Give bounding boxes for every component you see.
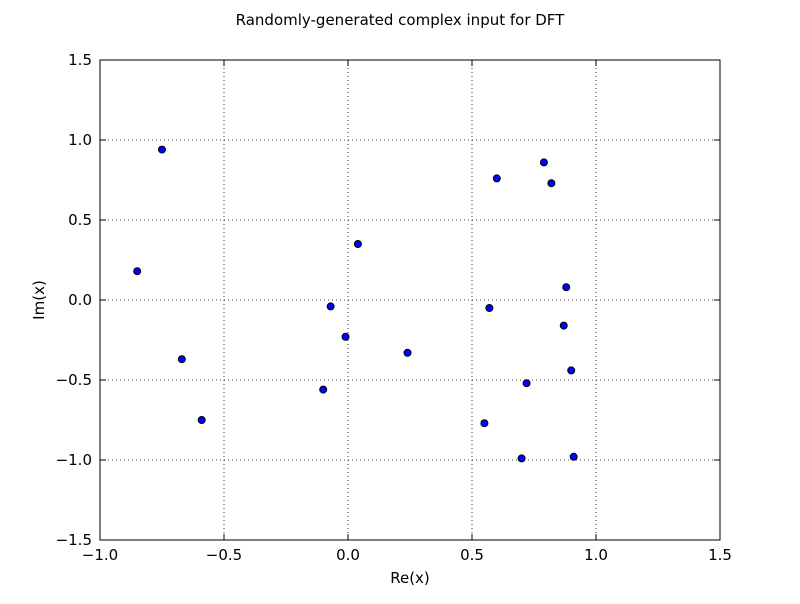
y-tick-label: 0.0 (68, 291, 92, 309)
chart-title: Randomly-generated complex input for DFT (236, 11, 566, 29)
data-point (539, 158, 548, 167)
data-point (559, 321, 568, 330)
data-points (133, 145, 578, 463)
grid (100, 60, 720, 540)
data-point (547, 179, 556, 188)
x-tick-label: 1.5 (708, 546, 732, 564)
data-point (485, 304, 494, 312)
x-tick-label: 1.0 (584, 546, 608, 564)
data-point (133, 267, 142, 276)
y-tick-label: 1.0 (68, 131, 92, 149)
y-tick-label: −1.5 (56, 531, 92, 549)
x-tick-label: −1.0 (82, 546, 118, 564)
data-point (319, 385, 328, 394)
y-tick-label: 0.5 (68, 211, 92, 229)
data-point (326, 302, 335, 311)
y-axis-label: Im(x) (30, 280, 48, 320)
y-tick-label: −1.0 (56, 451, 92, 469)
data-point (177, 355, 186, 364)
data-point (158, 145, 166, 154)
y-tick-label: −0.5 (56, 371, 92, 389)
data-point (522, 379, 531, 388)
data-point (567, 366, 576, 375)
x-tick-label: 0.5 (460, 546, 484, 564)
data-point (517, 454, 526, 463)
data-point (569, 452, 578, 461)
x-tick-label: −0.5 (206, 546, 242, 564)
x-axis-label: Re(x) (390, 569, 430, 587)
y-tick-label: 1.5 (68, 51, 92, 69)
data-point (403, 348, 412, 357)
x-axis-ticks: −1.0 −0.5 0.0 0.5 1.0 1.5 (82, 60, 732, 564)
x-tick-label: 0.0 (336, 546, 360, 564)
data-point (353, 240, 362, 248)
data-point (480, 419, 489, 428)
data-point (341, 332, 350, 341)
data-point (562, 283, 571, 292)
data-point (197, 416, 206, 424)
y-axis-ticks: −1.5 −1.0 −0.5 0.0 0.5 1.0 1.5 (56, 51, 720, 549)
data-point (492, 174, 501, 183)
